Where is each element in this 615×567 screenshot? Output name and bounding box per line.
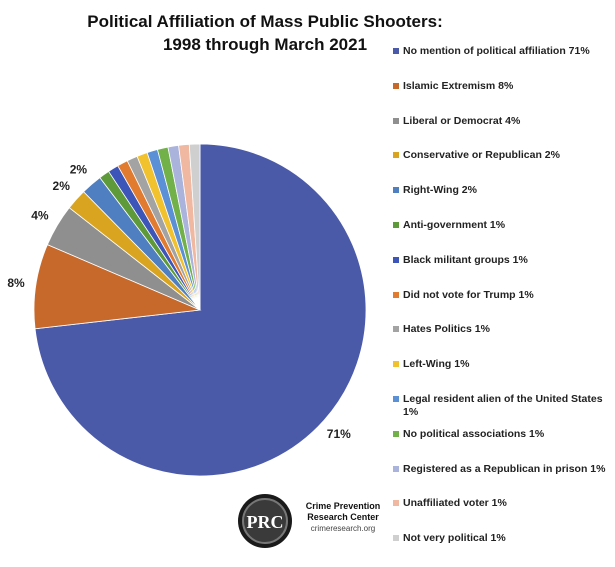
cprc-line-1: Crime Prevention [305, 501, 381, 511]
legend-label: Registered as a Republican in prison 1% [403, 462, 606, 475]
legend-swatch [393, 396, 399, 402]
pie-slice-2 [33, 244, 202, 330]
chart-title-line-2: 1998 through March 2021 [162, 35, 368, 54]
cprc-seal-icon: PRC [238, 494, 292, 548]
legend-swatch [393, 326, 399, 333]
legend-label: Right-Wing 2% [403, 184, 477, 197]
legend-swatch [393, 82, 399, 89]
legend-label: Islamic Extremism 8% [403, 79, 514, 92]
legend-swatch [393, 291, 399, 298]
legend-label: Did not vote for Trump 1% [403, 288, 534, 301]
legend-swatch [393, 361, 399, 368]
legend-swatch [393, 222, 399, 228]
cprc-url: crimeresearch.org [310, 524, 376, 533]
legend-label: Unaffiliated voter 1% [403, 497, 507, 510]
legend-swatch [393, 152, 399, 159]
legend-label: Anti-government 1% [403, 219, 506, 231]
legend-swatch [393, 48, 399, 54]
pie-data-label-1: 71% [327, 427, 351, 441]
legend-swatch [393, 535, 399, 542]
cprc-logo: PRC Crime Prevention Research Center cri… [237, 493, 387, 553]
cprc-logo-text: Crime Prevention Research Center crimere… [297, 501, 389, 534]
legend-label: Black militant groups 1% [403, 253, 528, 266]
pie-data-label-5: 2% [70, 162, 88, 176]
legend-label: Hates Politics 1% [403, 323, 490, 336]
chart-title: Political Affiliation of Mass Public Sho… [30, 10, 500, 56]
pie-data-label-2: 8% [7, 276, 25, 290]
pie-slice-15 [188, 143, 201, 311]
legend-swatch [393, 117, 399, 124]
chart-title-line-1: Political Affiliation of Mass Public Sho… [87, 12, 443, 31]
legend-swatch [393, 430, 399, 437]
legend-label: No mention of political affiliation 71% [403, 45, 590, 57]
legend-label: Conservative or Republican 2% [403, 149, 560, 162]
legend-label: Legal resident alien of the United State… [403, 393, 603, 418]
legend-label: Left-Wing 1% [403, 358, 470, 371]
legend-label: Not very political 1% [403, 532, 506, 545]
svg-text:PRC: PRC [247, 512, 284, 532]
legend-swatch [393, 500, 399, 507]
legend-swatch [393, 256, 399, 263]
legend-label: Liberal or Democrat 4% [403, 114, 521, 127]
pie-data-label-4: 2% [53, 179, 71, 193]
legend-swatch [393, 187, 399, 194]
cprc-line-2: Research Center [307, 512, 379, 522]
legend-swatch [393, 465, 399, 472]
legend-label: No political associations 1% [403, 427, 545, 440]
pie-data-label-3: 4% [31, 208, 49, 222]
